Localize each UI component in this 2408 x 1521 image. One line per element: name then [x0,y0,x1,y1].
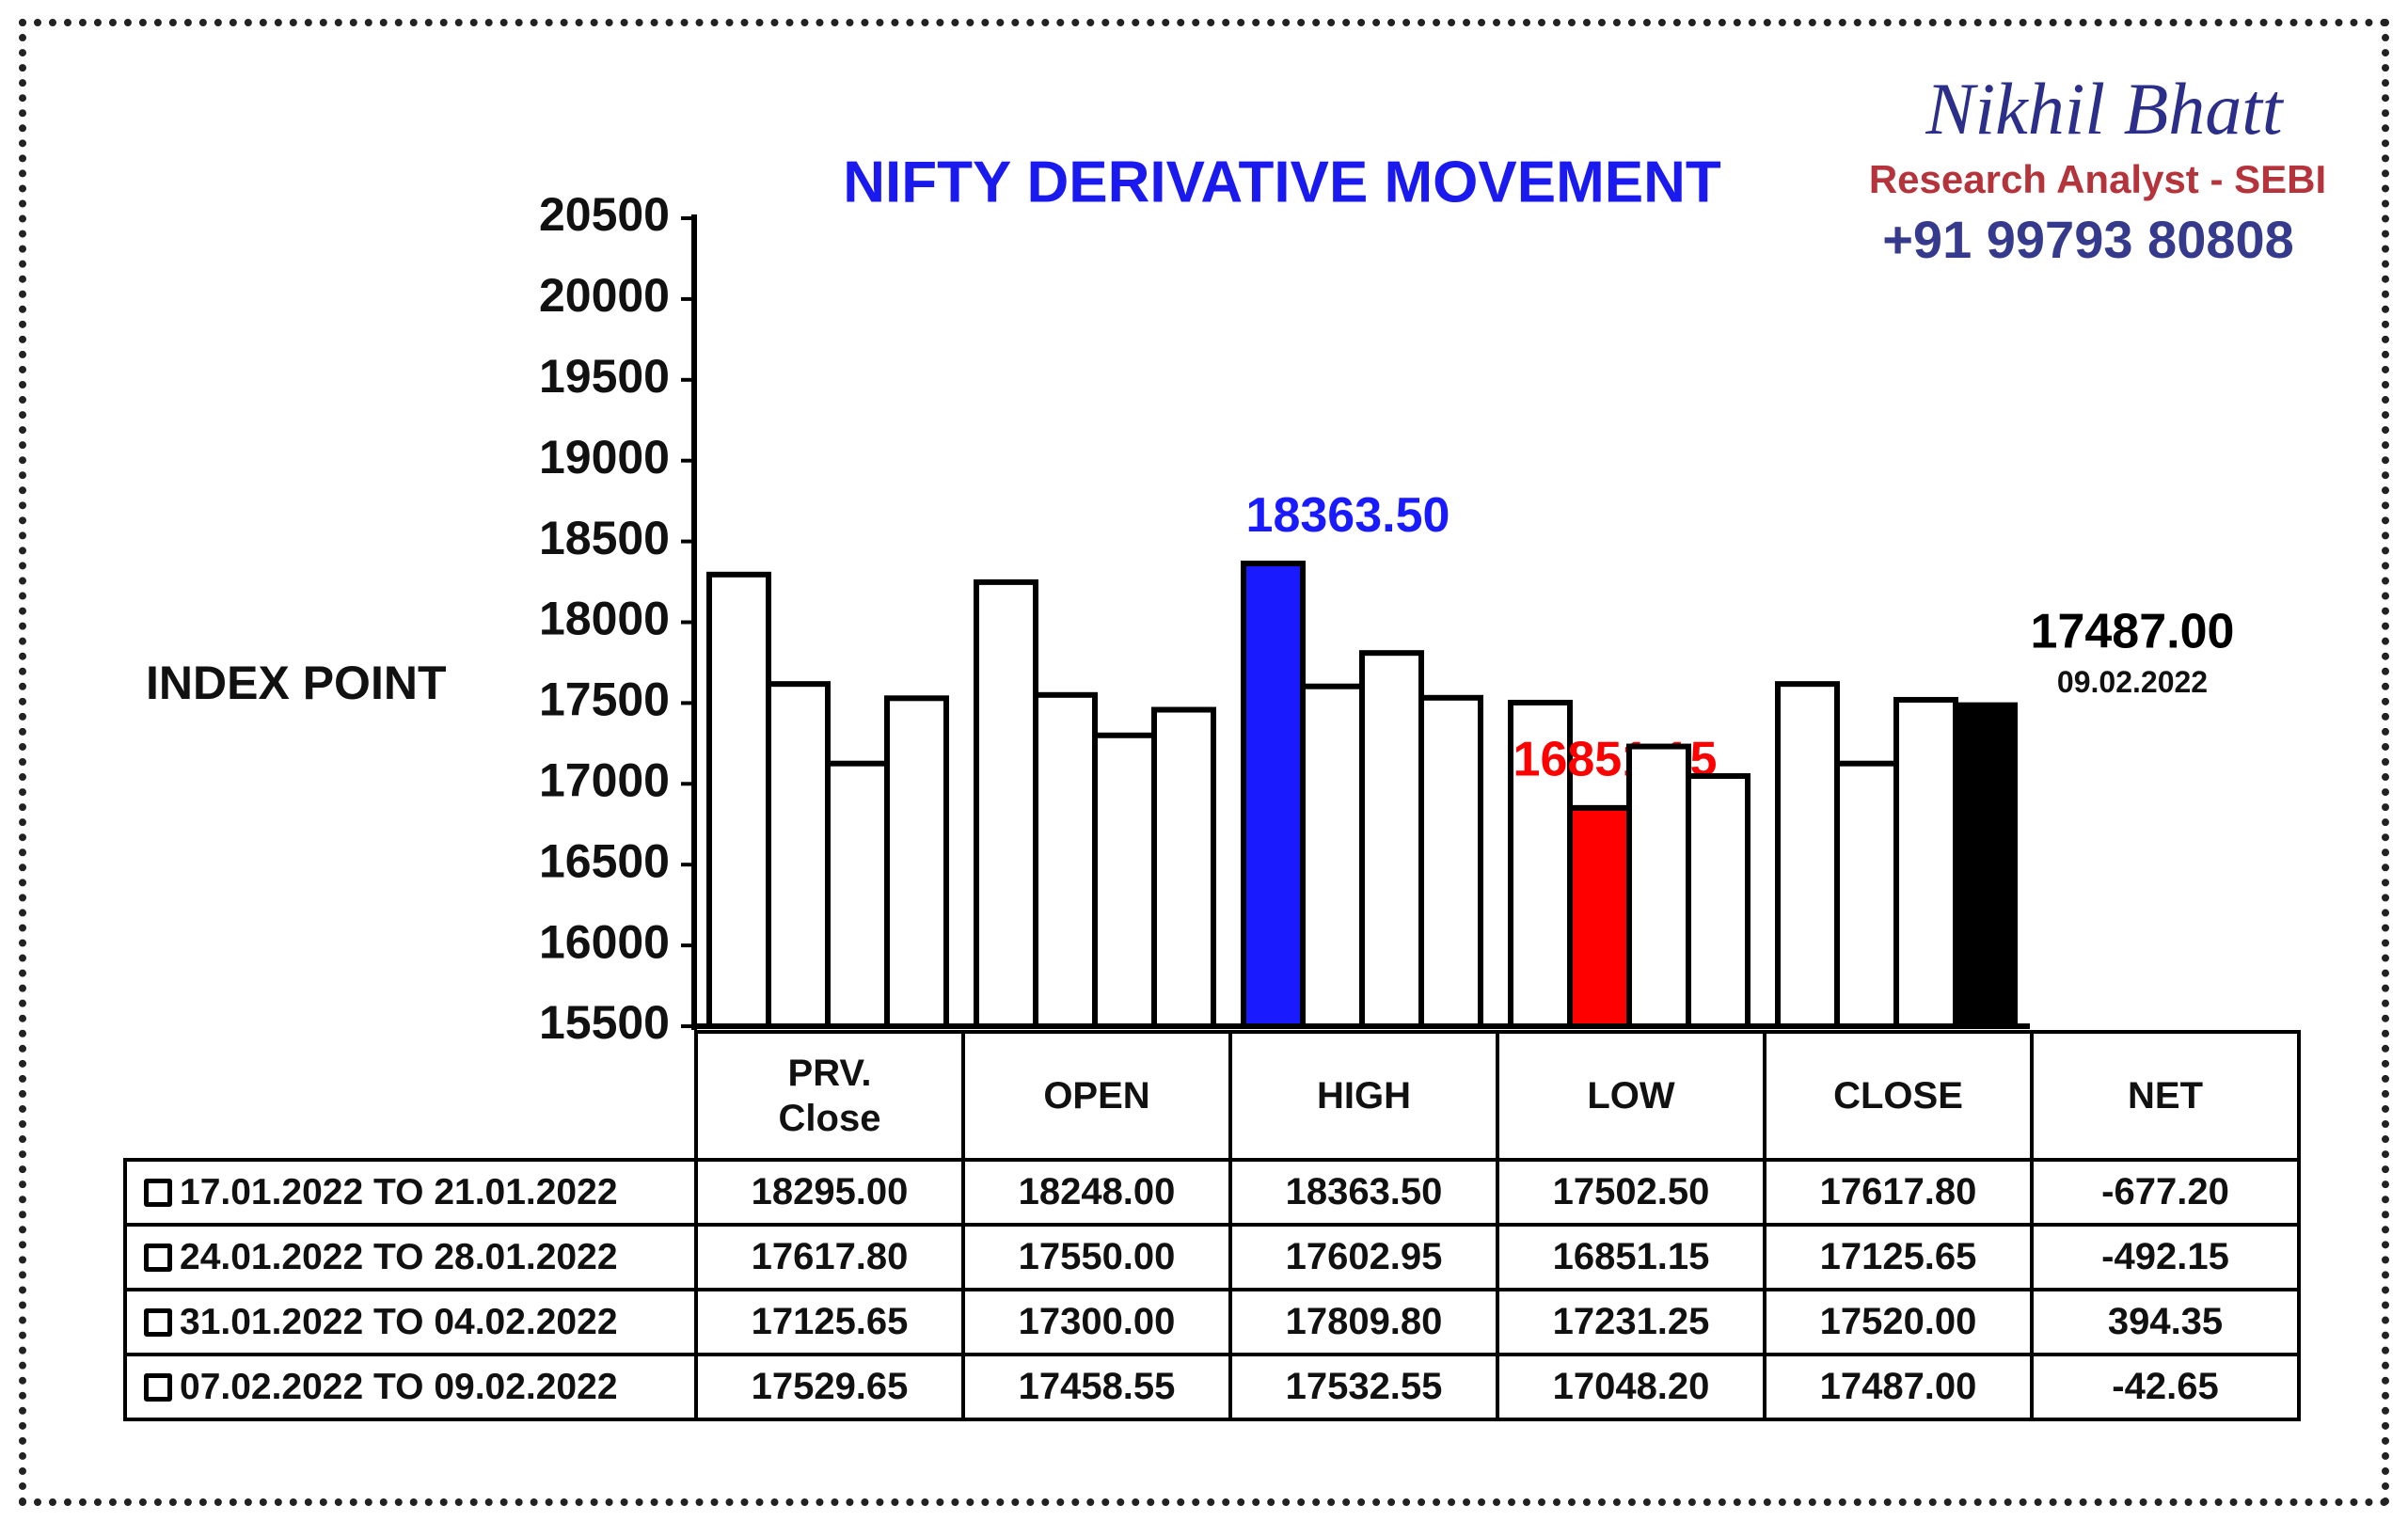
row-label: 17.01.2022 TO 21.01.2022 [123,1158,698,1227]
brand-phone: +91 99793 80808 [1882,210,2294,269]
y-tick-label: 17500 [539,673,670,726]
y-tick-label: 17000 [539,754,670,807]
column-header: LOW [1496,1030,1766,1162]
row-label: 07.02.2022 TO 09.02.2022 [123,1353,698,1421]
bar [1775,681,1840,1030]
table-cell: 394.35 [2030,1288,2301,1356]
bar [1418,694,1483,1029]
table-cell: 18295.00 [694,1158,965,1227]
table-cell: -677.20 [2030,1158,2301,1227]
table-cell: 17502.50 [1496,1158,1766,1227]
table-cell: 17532.55 [1228,1353,1499,1421]
table-cell: 17231.25 [1496,1288,1766,1356]
bar [766,681,831,1030]
table-cell: 17300.00 [961,1288,1232,1356]
y-tick-label: 20500 [539,188,670,241]
table-cell: 17125.65 [1763,1223,2034,1291]
table-cell: 17458.55 [961,1353,1232,1421]
column-header: HIGH [1228,1030,1499,1162]
table-cell: -42.65 [2030,1353,2301,1421]
table-cell: 18248.00 [961,1158,1232,1227]
y-tick-label: 18000 [539,593,670,645]
bar [1893,696,1958,1029]
chart-title: NIFTY DERIVATIVE MOVEMENT [843,150,1721,214]
value-label: 18363.50 [1246,488,1450,543]
bar [1033,691,1098,1029]
table-cell: 18363.50 [1228,1158,1499,1227]
annotation: 09.02.2022 [2057,665,2208,699]
bar [1834,760,1899,1029]
column-header: NET [2030,1030,2301,1162]
row-label: 24.01.2022 TO 28.01.2022 [123,1223,698,1291]
y-tick-label: 20000 [539,269,670,322]
table-cell: 17617.80 [694,1223,965,1291]
row-label: 31.01.2022 TO 04.02.2022 [123,1288,698,1356]
bar [1953,702,2018,1030]
table-cell: 17529.65 [694,1353,965,1421]
y-tick-label: 19000 [539,431,670,483]
table-cell: 17602.95 [1228,1223,1499,1291]
value-label: 17487.00 [2031,604,2235,658]
table-cell: 17617.80 [1763,1158,2034,1227]
bar [1092,732,1157,1029]
table-cell: -492.15 [2030,1223,2301,1291]
table-cell: 17520.00 [1763,1288,2034,1356]
y-axis-label: INDEX POINT [146,657,446,709]
frame [19,19,2389,1506]
bar [1300,683,1365,1029]
column-header: CLOSE [1763,1030,2034,1162]
y-tick-label: 18500 [539,512,670,564]
column-header: PRV. Close [694,1030,965,1162]
y-tick-label: 16000 [539,915,670,968]
bar [1686,773,1751,1029]
bar [1241,561,1306,1030]
brand-name: Nikhil Bhatt [1925,68,2284,150]
y-tick-label: 19500 [539,350,670,403]
bar [1567,804,1632,1029]
brand-role: Research Analyst - SEBI [1869,157,2326,201]
table-cell: 17550.00 [961,1223,1232,1291]
bar [825,760,890,1029]
column-header: OPEN [961,1030,1232,1162]
table-cell: 16851.15 [1496,1223,1766,1291]
y-tick-label: 16500 [539,834,670,887]
bar [1508,699,1573,1030]
bar [1626,743,1691,1029]
table-cell: 17048.20 [1496,1353,1766,1421]
y-tick-label: 15500 [539,996,670,1049]
bar [706,571,771,1029]
table-cell: 17487.00 [1763,1353,2034,1421]
table-cell: 17125.65 [694,1288,965,1356]
table-cell: 17809.80 [1228,1288,1499,1356]
bar [884,695,949,1030]
bar [1359,650,1424,1029]
bar [1151,706,1216,1029]
bar [974,578,1038,1030]
